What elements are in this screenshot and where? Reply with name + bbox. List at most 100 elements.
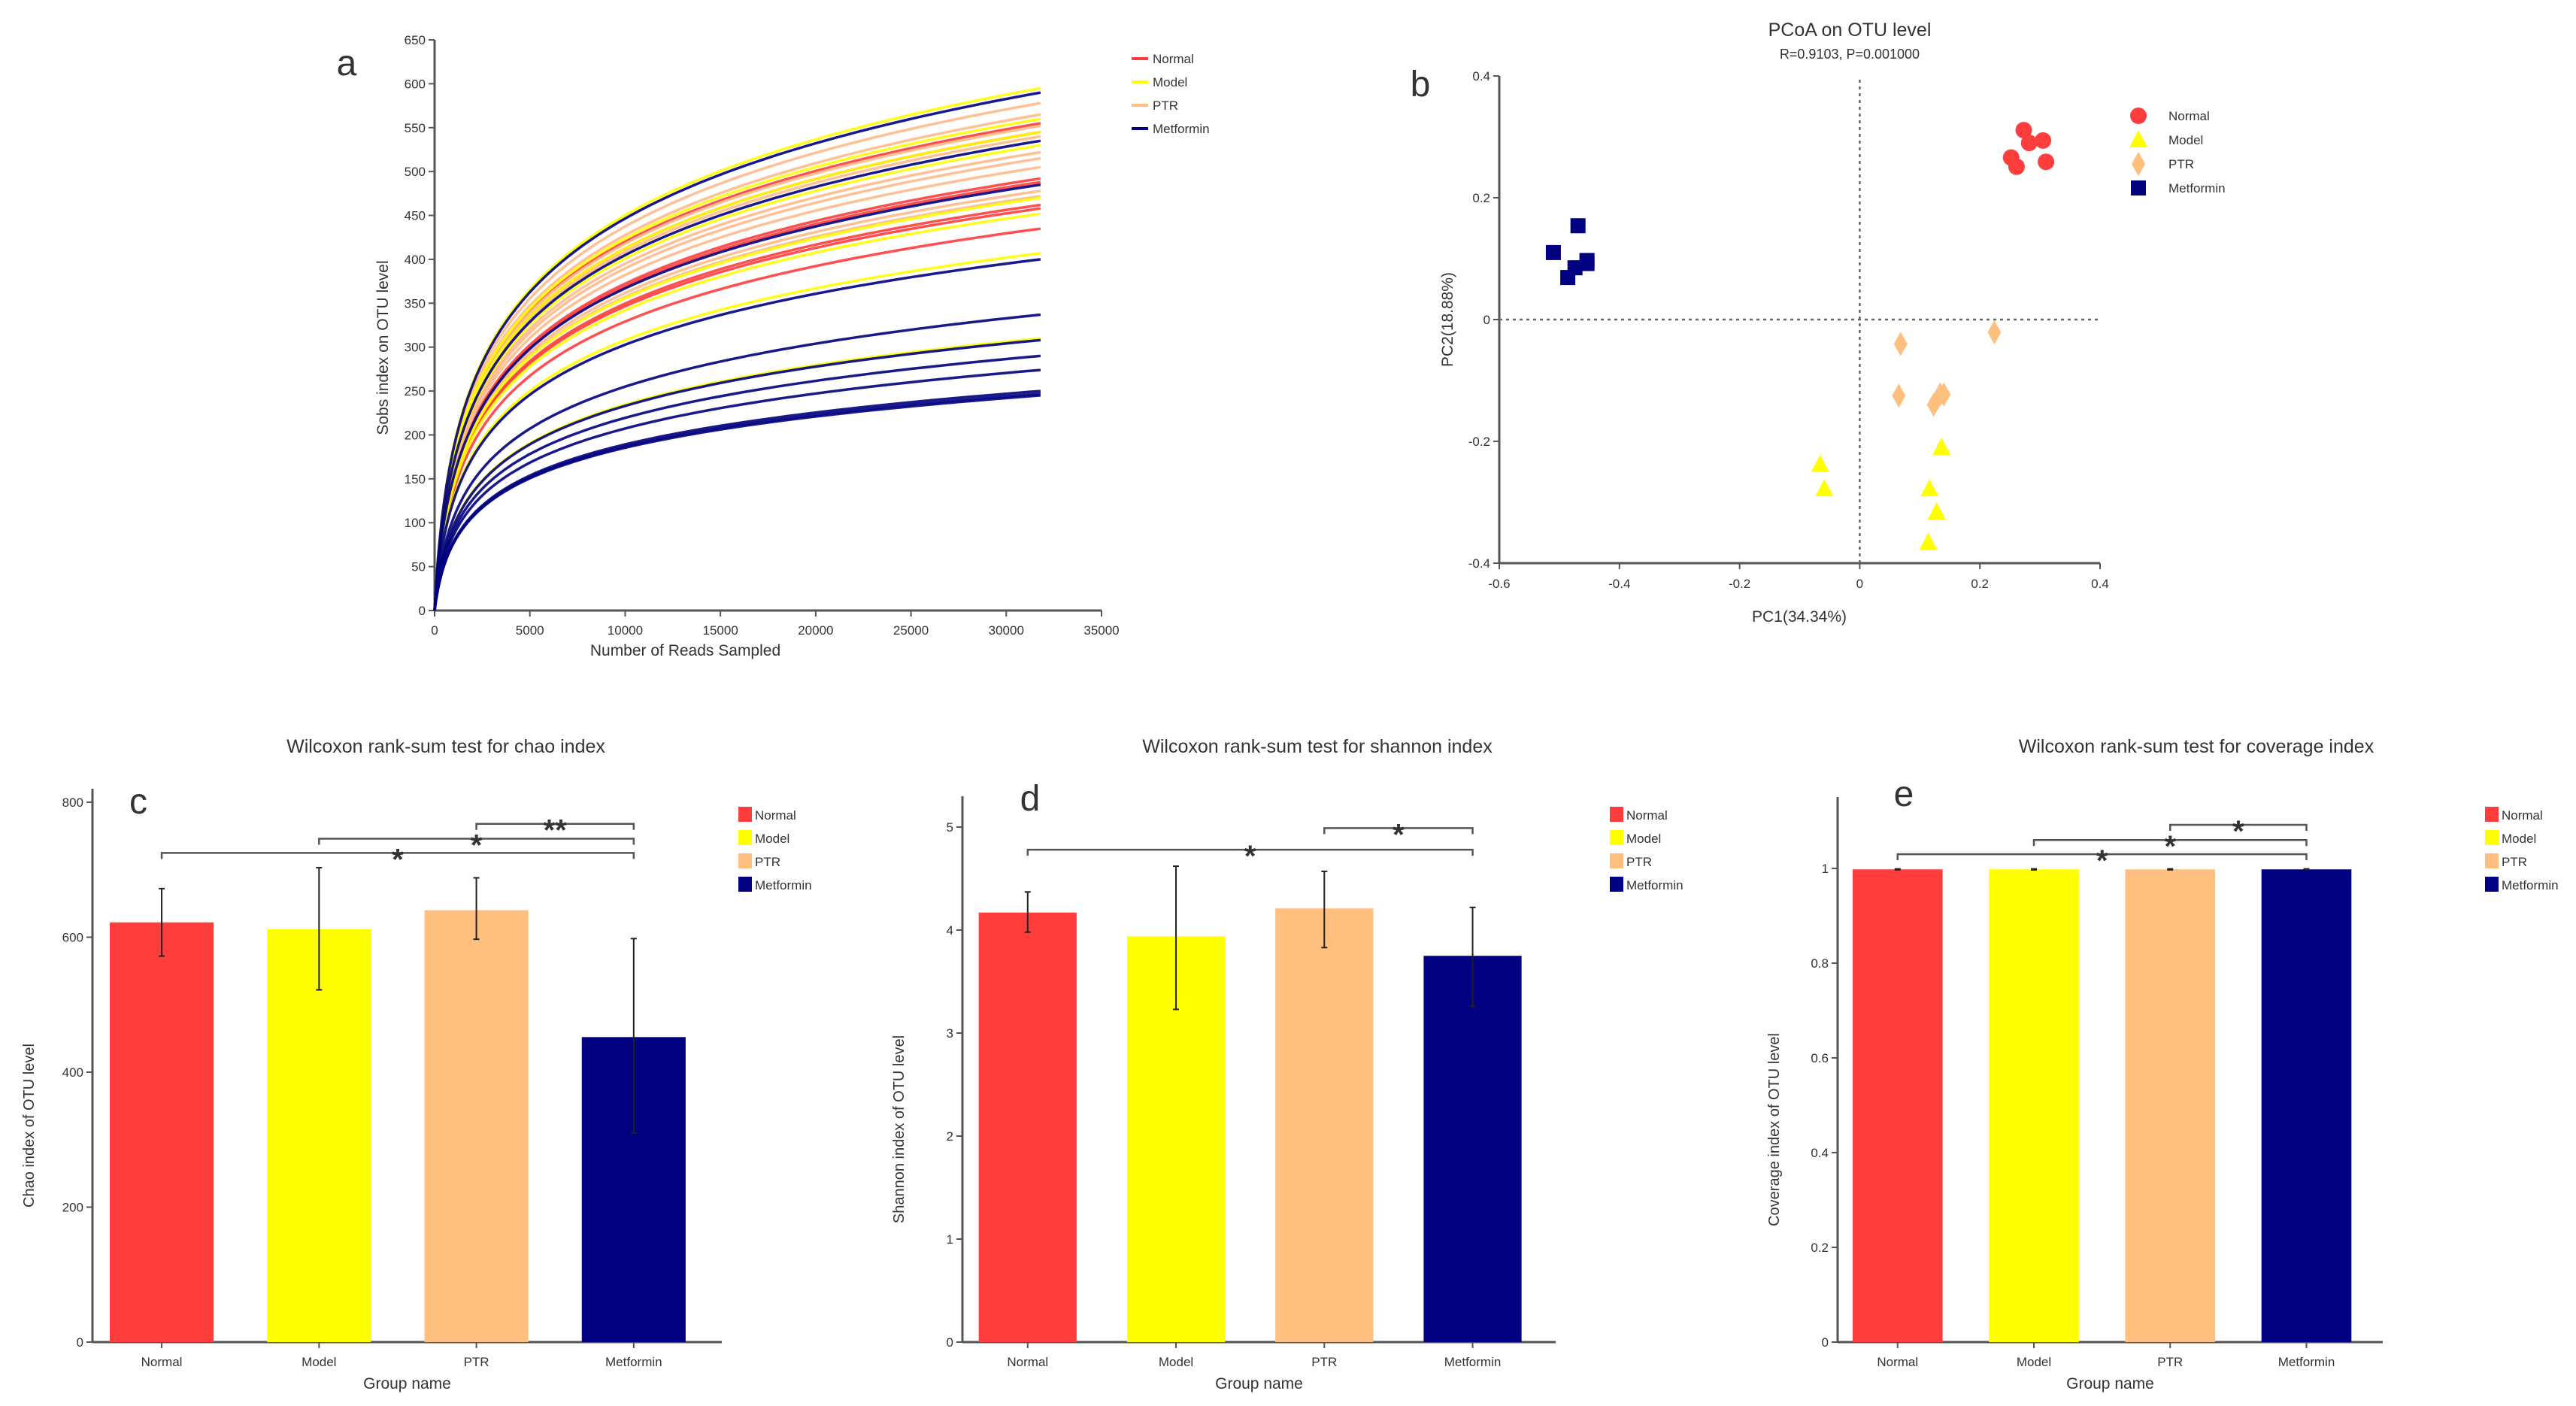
legend-label: Model (2502, 832, 2536, 846)
bar-normal (1852, 869, 1943, 1342)
legend-label: Model (1153, 75, 1187, 89)
x-tick-label: 0 (1856, 577, 1863, 591)
rarefaction-curve-metformin (433, 394, 1041, 611)
chart-title: Wilcoxon rank-sum test for shannon index (1142, 736, 1493, 757)
y-axis-label: Chao index of OTU level (21, 1044, 38, 1208)
legend-label: Normal (755, 808, 796, 823)
point-normal (2020, 135, 2038, 152)
rarefaction-curve-metformin (433, 338, 1041, 611)
y-tick-label: 300 (405, 341, 426, 355)
panel-letter-a: a (337, 44, 357, 83)
point-model (1927, 501, 1946, 520)
y-tick-label: 50 (411, 560, 426, 574)
point-ptr (1926, 392, 1941, 417)
legend-label: Normal (1626, 808, 1668, 823)
y-axis-label: Shannon index of OTU level (891, 1035, 908, 1223)
legend-marker-normal (2130, 108, 2147, 124)
legend-swatch-model (2485, 830, 2499, 845)
legend-label: PTR (2168, 157, 2194, 171)
bar-metformin (2261, 869, 2352, 1342)
point-ptr (1937, 382, 1951, 407)
point-ptr (1987, 320, 2002, 345)
rarefaction-curve-model (433, 212, 1041, 611)
x-tick-label: Model (2017, 1355, 2051, 1369)
significance-label: * (2164, 830, 2176, 863)
significance-bracket (160, 852, 635, 859)
significance-bracket (475, 823, 635, 830)
x-tick-label: 15000 (703, 623, 738, 638)
point-metformin (1545, 244, 1561, 260)
legend-marker-ptr (2132, 152, 2145, 176)
rarefaction-curve-ptr (433, 165, 1041, 611)
panel-a: a 0 5000 10000 15000 20000 25000 30000 35000 0 50 1… (337, 33, 1210, 659)
x-axis-label: PC1(34.34%) (1752, 608, 1847, 626)
legend-label: Metformin (1626, 878, 1683, 892)
significance-label: * (392, 843, 404, 876)
bar-ptr (424, 910, 529, 1342)
legend-label: PTR (755, 855, 780, 869)
point-model (1919, 532, 1938, 550)
x-tick-label: 0 (431, 623, 438, 638)
significance-bracket (318, 838, 635, 845)
point-model (1815, 479, 1834, 497)
y-axis-label: PC2(18.88%) (1439, 272, 1456, 367)
legend-label: Normal (2502, 808, 2543, 823)
point-normal (2008, 158, 2025, 175)
rarefaction-curve-model (433, 196, 1041, 611)
y-tick-label: 1 (1822, 862, 1829, 876)
rarefaction-curve-metformin (433, 91, 1041, 611)
x-tick-label: -0.6 (1488, 577, 1510, 591)
y-tick-label: 600 (62, 931, 83, 945)
legend-label: Normal (2168, 109, 2210, 123)
panel-b: b PCoA on OTU level R=0.9103, P=0.001000 -0… (1411, 20, 2226, 626)
significance-label: * (1393, 818, 1405, 851)
x-tick-label: -0.4 (1608, 577, 1630, 591)
y-tick-label: 350 (405, 296, 426, 311)
legend-swatch-model (738, 830, 752, 845)
point-metformin (1579, 256, 1595, 271)
legend-label: Metformin (1153, 122, 1210, 136)
bar-normal (978, 912, 1077, 1342)
significance-bracket (2169, 823, 2308, 832)
rarefaction-curve-metformin (433, 389, 1041, 611)
point-normal (2015, 122, 2032, 139)
point-normal (2035, 132, 2052, 149)
x-tick-label: Metformin (605, 1355, 662, 1369)
panel-c: c Wilcoxon rank-sum test for chao index 0 2… (21, 736, 812, 1392)
point-metformin (1560, 270, 1576, 286)
legend-label: PTR (1626, 855, 1652, 869)
y-tick-label: 0.4 (1811, 1146, 1829, 1160)
rarefaction-curve-ptr (433, 156, 1041, 611)
x-axis-label: Number of Reads Sampled (590, 642, 780, 659)
legend-marker-model (2129, 130, 2147, 147)
significance-bracket (2032, 838, 2308, 847)
y-tick-label: 0.4 (1472, 69, 1490, 83)
y-tick-label: 550 (405, 121, 426, 135)
x-tick-label: 35000 (1083, 623, 1119, 638)
y-tick-label: 500 (405, 165, 426, 179)
y-tick-label: 150 (405, 472, 426, 486)
x-axis-label: Group name (363, 1375, 451, 1392)
x-tick-label: 5000 (516, 623, 544, 638)
x-tick-label: Metformin (2278, 1355, 2335, 1369)
legend-label: Metformin (2168, 181, 2226, 195)
bar-ptr (1275, 908, 1374, 1342)
chart-subtitle: R=0.9103, P=0.001000 (1780, 47, 1920, 62)
legend-swatch-metformin (738, 877, 752, 892)
legend-swatch-normal (2485, 807, 2499, 822)
panel-letter-e: e (1894, 774, 1914, 814)
point-model (1932, 438, 1951, 456)
legend-label: Metformin (2502, 878, 2559, 892)
x-tick-label: Metformin (1444, 1355, 1502, 1369)
x-tick-label: 0.2 (1971, 577, 1989, 591)
legend-label: Model (755, 832, 789, 846)
y-tick-label: 650 (405, 33, 426, 47)
y-tick-label: 0 (77, 1335, 83, 1350)
significance-label: ** (544, 814, 568, 847)
x-tick-label: 20000 (798, 623, 833, 638)
rarefaction-curve-model (433, 117, 1041, 611)
y-axis-label: Coverage index of OTU level (1766, 1033, 1783, 1226)
y-tick-label: 0.2 (1811, 1241, 1829, 1255)
legend-swatch-ptr (738, 853, 752, 868)
significance-label: * (471, 829, 483, 862)
